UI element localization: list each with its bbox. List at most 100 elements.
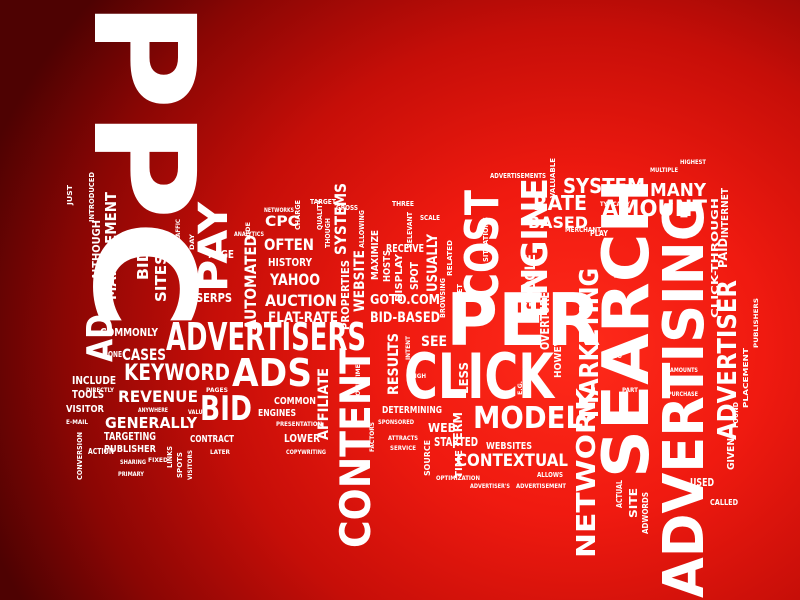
word-called: CALLED bbox=[710, 498, 738, 507]
word-visitor: VISITOR bbox=[66, 404, 104, 415]
word-introduced: INTRODUCED bbox=[88, 172, 96, 222]
word-found: FOUND bbox=[732, 402, 740, 428]
word-attracts: ATTRACTS bbox=[388, 435, 418, 442]
word-systems: SYSTEMS bbox=[331, 183, 350, 255]
word-sites: SITES bbox=[152, 254, 170, 302]
word-situations: SITUATIONS bbox=[482, 217, 490, 262]
word-networks: NETWORKS bbox=[264, 207, 294, 214]
word-generally: GENERALLY bbox=[105, 414, 198, 432]
word-merchant: MERCHANT bbox=[565, 226, 601, 234]
word-factors: FACTORS bbox=[369, 422, 376, 452]
word-advertisers-poss: ADVERTISER'S bbox=[470, 483, 510, 490]
word-contract: CONTRACT bbox=[190, 434, 234, 445]
word-just: JUST bbox=[66, 185, 74, 206]
word-publisher: PUBLISHER bbox=[104, 444, 156, 455]
word-sharing: SHARING bbox=[120, 459, 146, 466]
word-high: HIGH bbox=[410, 373, 426, 380]
word-fixed: FIXED bbox=[148, 457, 168, 464]
word-pay: PAY bbox=[191, 201, 237, 292]
word-browsing: BROWSING bbox=[439, 278, 447, 318]
word-three: THREE bbox=[392, 200, 414, 208]
word-adwords: ADWORDS bbox=[641, 492, 650, 534]
word-determining: DETERMINING bbox=[382, 405, 442, 416]
word-valuable: VALUABLE bbox=[549, 158, 557, 198]
word-play: PLAY bbox=[590, 229, 608, 238]
word-engine: ENGINE bbox=[515, 178, 556, 318]
word-rates: RATES bbox=[614, 273, 632, 280]
word-gross: GROSS bbox=[336, 204, 358, 212]
word-auction: AUCTION bbox=[265, 291, 337, 310]
word-search: SEARCH bbox=[590, 178, 664, 478]
word-flat-rate: FLAT-RATE bbox=[268, 310, 338, 326]
word-later: LATER bbox=[210, 449, 230, 456]
word-publishers: PUBLISHERS bbox=[753, 298, 760, 348]
word-e-mail: E-MAIL bbox=[66, 419, 88, 426]
word-typically: TYPICALLY bbox=[600, 201, 631, 208]
word-placement: PLACEMENT bbox=[742, 348, 750, 408]
word-relevant: RELEVANT bbox=[406, 212, 414, 248]
word-amounts: AMOUNTS bbox=[670, 367, 698, 374]
word-although: ALTHOUGH bbox=[90, 220, 103, 280]
word-visitors: VISITORS bbox=[187, 450, 194, 480]
word-common: COMMON bbox=[274, 396, 316, 407]
word-advertiser: ADVERTISER bbox=[713, 280, 743, 440]
word-rate: RATE bbox=[533, 191, 587, 215]
word-page: PAGE bbox=[208, 248, 234, 261]
word-purchase: PURCHASE bbox=[668, 391, 698, 398]
word-hosts: HOSTS bbox=[382, 250, 393, 282]
word-affiliate: AFFILIATE bbox=[316, 368, 332, 440]
word-hide: HIDE bbox=[245, 222, 252, 240]
word-scale: SCALE bbox=[420, 214, 440, 222]
word-system: SYSTEM bbox=[563, 174, 645, 198]
word-history: HISTORY bbox=[268, 256, 313, 269]
word-however: HOWEVER bbox=[553, 326, 564, 378]
word-yahoo: YAHOO bbox=[269, 270, 320, 289]
word-based: BASED bbox=[528, 213, 588, 232]
word-part: PART bbox=[622, 387, 639, 394]
word-commonly: COMMONLY bbox=[100, 326, 159, 339]
word-ppc: PPC bbox=[61, 0, 224, 330]
word-cases: CASES bbox=[122, 345, 166, 364]
word-links: LINKS bbox=[166, 446, 174, 468]
word-google: GOOGLE bbox=[523, 254, 539, 312]
word-targeting: TARGETING bbox=[104, 430, 156, 443]
word-usually: USUALLY bbox=[425, 233, 441, 292]
word-started: STARTED bbox=[434, 435, 478, 449]
word-web: WEB bbox=[428, 421, 456, 435]
word-marketing: MARKETING bbox=[575, 268, 605, 418]
word-sponsored: SPONSORED bbox=[378, 419, 414, 426]
word-display: DISPLAY bbox=[394, 253, 405, 302]
word-bid: BID bbox=[200, 389, 252, 429]
word-advertising: ADVERTISING bbox=[652, 198, 717, 598]
word-cost: COST bbox=[455, 190, 509, 300]
word-include: INCLUDE bbox=[72, 374, 116, 387]
word-anywhere: ANYWHERE bbox=[138, 407, 168, 414]
word-directly: DIRECTLY bbox=[86, 387, 115, 394]
word-though: THOUGH bbox=[324, 218, 332, 248]
word-less: LESS bbox=[457, 362, 471, 394]
word-keyword: KEYWORD bbox=[124, 361, 230, 386]
word-tools: TOOLS bbox=[72, 388, 104, 401]
word-optimization: OPTIMIZATION bbox=[436, 475, 480, 482]
word-action: ACTION bbox=[88, 447, 114, 456]
word-allowing: ALLOWING bbox=[358, 210, 366, 248]
word-serps: SERPS bbox=[196, 291, 232, 305]
word-also: ALSO bbox=[606, 353, 622, 360]
word-spot: SPOT bbox=[408, 262, 421, 290]
word-bids: BIDS bbox=[134, 238, 152, 280]
word-model: MODEL bbox=[473, 401, 583, 436]
word-amount: AMOUNT bbox=[602, 197, 707, 222]
word-source: SOURCE bbox=[423, 440, 432, 476]
word-time: TIME bbox=[454, 450, 465, 478]
word-target: TARGET bbox=[310, 198, 336, 206]
word-websites: WEBSITES bbox=[486, 441, 532, 452]
word-presentation: PRESENTATION bbox=[276, 421, 322, 428]
word-network: NETWORK bbox=[572, 387, 602, 558]
word-allows: ALLOWS bbox=[537, 471, 563, 479]
word-lower: LOWER bbox=[284, 432, 320, 445]
word-website: WEBSITE bbox=[352, 250, 368, 312]
word-see: SEE bbox=[421, 334, 447, 350]
word-receive: RECEIVE bbox=[386, 242, 424, 255]
word-advertisement: ADVERTISEMENT bbox=[516, 483, 567, 490]
